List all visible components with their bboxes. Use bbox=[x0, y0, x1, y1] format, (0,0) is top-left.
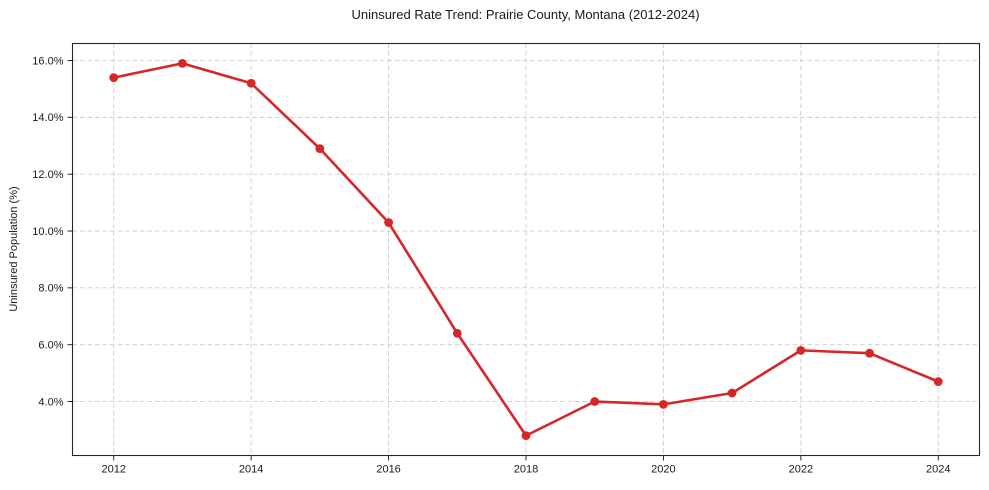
grid bbox=[72, 43, 980, 456]
data-point-2023 bbox=[865, 348, 874, 358]
data-point-2016 bbox=[384, 218, 393, 227]
x-tick-label: 2018 bbox=[514, 464, 538, 476]
data-point-2015 bbox=[315, 144, 325, 154]
x-tick-label: 2020 bbox=[651, 464, 675, 476]
x-tick-label: 2022 bbox=[789, 464, 813, 476]
y-axis: 4.0% 6.0% 8.0% 10.0% 12.0% 14.0% 16.0% bbox=[32, 55, 73, 408]
y-tick-label: 10.0% bbox=[32, 226, 63, 238]
data-point-2018 bbox=[521, 431, 531, 441]
data-point-2020 bbox=[659, 399, 668, 409]
x-tick-label: 2014 bbox=[239, 464, 263, 476]
data-point-2012 bbox=[109, 73, 119, 82]
y-tick-label: 6.0% bbox=[38, 339, 63, 351]
data-point-2017 bbox=[452, 328, 462, 338]
data-point-2024 bbox=[933, 377, 943, 387]
x-tick-label: 2024 bbox=[926, 464, 950, 476]
y-tick-label: 12.0% bbox=[32, 169, 63, 181]
y-tick-label: 14.0% bbox=[32, 112, 63, 124]
y-tick-label: 16.0% bbox=[32, 55, 63, 67]
x-tick-label: 2012 bbox=[101, 464, 125, 476]
x-axis: 2012 2014 2016 2018 2020 2022 2024 bbox=[101, 455, 951, 476]
x-tick-label: 2016 bbox=[376, 464, 400, 476]
y-tick-label: 8.0% bbox=[38, 283, 63, 295]
data-points bbox=[109, 58, 943, 441]
data-point-2019 bbox=[590, 397, 600, 406]
y-tick-label: 4.0% bbox=[38, 396, 63, 408]
data-point-2013 bbox=[178, 58, 187, 68]
chart-title: Uninsured Rate Trend: Prairie County, Mo… bbox=[351, 7, 700, 22]
data-point-2022 bbox=[796, 345, 806, 355]
data-point-2021 bbox=[727, 388, 737, 398]
data-point-2014 bbox=[246, 78, 256, 88]
